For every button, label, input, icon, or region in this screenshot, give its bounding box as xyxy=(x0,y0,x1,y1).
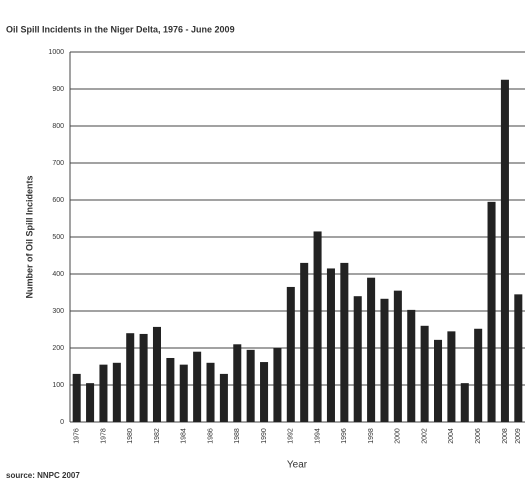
bar xyxy=(152,326,161,422)
bar xyxy=(139,333,148,422)
x-tick-label: 1992 xyxy=(288,428,295,444)
bar xyxy=(514,294,523,422)
bar xyxy=(313,231,322,422)
bar xyxy=(273,348,282,422)
bar xyxy=(460,383,469,422)
x-tick-label: 1980 xyxy=(127,428,134,444)
bar xyxy=(367,277,376,422)
bar xyxy=(193,351,202,422)
bar xyxy=(434,339,443,422)
bar xyxy=(500,79,509,422)
bar xyxy=(380,298,389,422)
x-tick-label: 1986 xyxy=(207,428,214,444)
y-tick-label: 800 xyxy=(52,123,64,130)
bar xyxy=(420,325,429,422)
bar xyxy=(179,364,188,422)
y-tick-label: 900 xyxy=(52,86,64,93)
x-tick-label: 2004 xyxy=(448,428,455,444)
bar xyxy=(300,262,309,422)
y-tick-label: 200 xyxy=(52,345,64,352)
x-tick-label: 1994 xyxy=(314,428,321,444)
bar xyxy=(447,331,456,422)
x-tick-label: 1996 xyxy=(341,428,348,444)
x-tick-label: 2008 xyxy=(502,428,509,444)
y-tick-label: 400 xyxy=(52,271,64,278)
bar xyxy=(233,344,242,422)
x-tick-label: 1984 xyxy=(181,428,188,444)
y-tick-label: 1000 xyxy=(48,49,64,56)
bar xyxy=(340,262,349,422)
bar xyxy=(326,268,335,422)
x-tick-label: 1982 xyxy=(154,428,161,444)
x-tick-label: 2009 xyxy=(515,428,522,444)
bar xyxy=(260,362,269,422)
source-note: source: NNPC 2007 xyxy=(6,471,80,480)
y-tick-label: 100 xyxy=(52,382,64,389)
chart-title: Oil Spill Incidents in the Niger Delta, … xyxy=(6,24,235,34)
x-tick-label: 1990 xyxy=(261,428,268,444)
bar xyxy=(206,362,215,422)
x-tick-label: 1978 xyxy=(100,428,107,444)
x-tick-label: 1998 xyxy=(368,428,375,444)
y-tick-label: 300 xyxy=(52,308,64,315)
x-tick-label: 2002 xyxy=(421,428,428,444)
bar xyxy=(112,362,121,422)
bar xyxy=(99,364,108,422)
y-tick-label: 700 xyxy=(52,160,64,167)
bar xyxy=(219,373,228,422)
x-tick-label: 1976 xyxy=(74,428,81,444)
bar xyxy=(474,328,483,422)
bar xyxy=(166,357,175,422)
bar xyxy=(246,349,255,422)
x-tick-label: 1988 xyxy=(234,428,241,444)
x-tick-label: 2006 xyxy=(475,428,482,444)
bar xyxy=(487,201,496,422)
x-axis-label: Year xyxy=(287,460,308,471)
bar xyxy=(86,383,95,422)
bar xyxy=(393,290,402,422)
bar xyxy=(286,286,295,422)
bar xyxy=(407,309,416,422)
bar xyxy=(353,296,362,422)
x-tick-label: 2000 xyxy=(395,428,402,444)
bar xyxy=(126,333,135,422)
y-tick-label: 0 xyxy=(60,419,64,426)
y-axis-label: Number of Oil Spill Incidents xyxy=(24,175,34,298)
y-tick-label: 600 xyxy=(52,197,64,204)
y-tick-label: 500 xyxy=(52,234,64,241)
bar xyxy=(72,373,81,422)
